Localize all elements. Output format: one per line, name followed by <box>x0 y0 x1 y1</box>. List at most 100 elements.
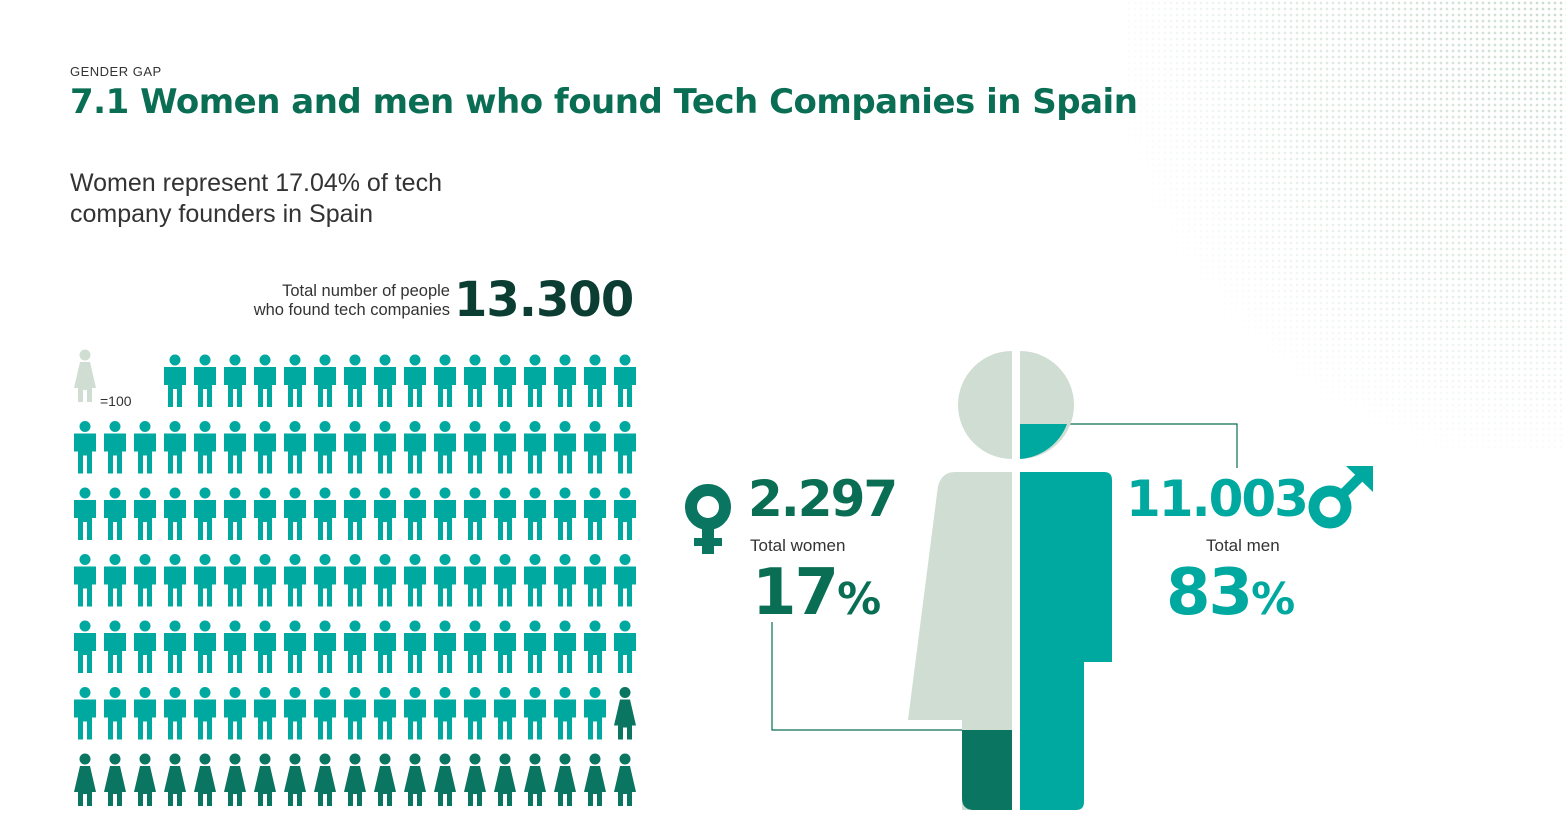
pictogram-man-icon <box>494 620 516 673</box>
pictogram-man-icon <box>194 687 216 740</box>
total-label: Total number of people who found tech co… <box>180 282 450 320</box>
women-proportion-fill <box>962 730 1012 810</box>
pictogram-man-icon <box>584 354 606 407</box>
pictogram-woman-icon <box>614 753 636 806</box>
pictogram-man-icon <box>314 620 336 673</box>
women-body-shape <box>908 472 1012 810</box>
pictogram-man-icon <box>614 554 636 607</box>
pictogram-man-icon <box>344 620 366 673</box>
pictogram-woman-icon <box>524 753 546 806</box>
pictogram-man-icon <box>314 687 336 740</box>
men-body-shape <box>1020 472 1112 810</box>
pictogram-man-icon <box>194 487 216 540</box>
total-label-line2: who found tech companies <box>253 301 450 319</box>
pictogram-man-icon <box>374 620 396 673</box>
pictogram-man-icon <box>434 487 456 540</box>
pictogram-man-icon <box>254 354 276 407</box>
total-value: 13.300 <box>454 272 634 328</box>
pictogram-man-icon <box>284 354 306 407</box>
pictogram-man-icon <box>194 554 216 607</box>
pictogram-man-icon <box>314 354 336 407</box>
legend-person-icon <box>74 349 96 402</box>
pictogram-man-icon <box>524 554 546 607</box>
pictogram-man-icon <box>584 554 606 607</box>
pictogram-woman-icon <box>464 753 486 806</box>
pictogram-man-icon <box>164 687 186 740</box>
pictogram-man-icon <box>344 687 366 740</box>
pictogram-man-icon <box>434 354 456 407</box>
pictogram-man-icon <box>134 687 156 740</box>
pictogram-man-icon <box>584 620 606 673</box>
pictogram-man-icon <box>164 354 186 407</box>
pictogram-man-icon <box>494 487 516 540</box>
pictogram-man-icon <box>494 554 516 607</box>
pictogram-man-icon <box>404 620 426 673</box>
pictogram-woman-icon <box>404 753 426 806</box>
male-symbol-icon <box>1308 466 1373 529</box>
pictogram-man-icon <box>584 487 606 540</box>
dotted-background-pattern <box>1126 0 1566 450</box>
women-connector-line <box>771 622 970 731</box>
pictogram-man-icon <box>584 687 606 740</box>
pictogram-man-icon <box>584 421 606 474</box>
pictogram-woman-icon <box>284 753 306 806</box>
pictogram-man-icon <box>554 620 576 673</box>
pictogram-man-icon <box>314 554 336 607</box>
pictogram-man-icon <box>134 421 156 474</box>
pictogram-man-icon <box>254 421 276 474</box>
pictogram-man-icon <box>164 620 186 673</box>
pictogram-man-icon <box>164 487 186 540</box>
pictogram-man-icon <box>344 554 366 607</box>
pictogram-man-icon <box>374 421 396 474</box>
men-percent: 83% <box>1166 556 1295 630</box>
men-count: 11.003 <box>1126 470 1309 528</box>
men-label: Total men <box>1206 536 1280 555</box>
pictogram-man-icon <box>254 687 276 740</box>
pictogram-man-icon <box>194 620 216 673</box>
pictogram-man-icon <box>524 354 546 407</box>
pictogram-man-icon <box>224 354 246 407</box>
gender-split-diagram <box>685 351 1373 810</box>
pictogram-woman-icon <box>614 687 636 740</box>
pictogram-woman-icon <box>374 753 396 806</box>
pictogram-chart <box>74 349 636 806</box>
pictogram-woman-icon <box>74 753 96 806</box>
pictogram-man-icon <box>434 421 456 474</box>
page-title: 7.1 Women and men who found Tech Compani… <box>70 82 1138 122</box>
pictogram-man-icon <box>74 620 96 673</box>
pictogram-man-icon <box>374 687 396 740</box>
pictogram-man-icon <box>284 687 306 740</box>
pictogram-man-icon <box>284 620 306 673</box>
pictogram-man-icon <box>224 620 246 673</box>
pictogram-man-icon <box>104 620 126 673</box>
pictogram-woman-icon <box>554 753 576 806</box>
pictogram-man-icon <box>434 554 456 607</box>
pictogram-man-icon <box>374 554 396 607</box>
pictogram-woman-icon <box>254 753 276 806</box>
pictogram-man-icon <box>314 487 336 540</box>
pictogram-man-icon <box>554 421 576 474</box>
pictogram-woman-icon <box>434 753 456 806</box>
pictogram-man-icon <box>344 354 366 407</box>
pictogram-man-icon <box>284 421 306 474</box>
pictogram-man-icon <box>494 421 516 474</box>
female-symbol-icon <box>685 484 731 554</box>
pictogram-man-icon <box>224 554 246 607</box>
men-connector-line <box>1030 423 1238 468</box>
pictogram-man-icon <box>524 421 546 474</box>
women-percent: 17% <box>752 556 881 630</box>
pictogram-man-icon <box>524 487 546 540</box>
pictogram-man-icon <box>554 487 576 540</box>
men-head-proportion-fill <box>1020 424 1067 459</box>
pictogram-man-icon <box>434 687 456 740</box>
pictogram-man-icon <box>464 487 486 540</box>
pictogram-man-icon <box>224 687 246 740</box>
pictogram-man-icon <box>494 687 516 740</box>
pictogram-man-icon <box>254 620 276 673</box>
pictogram-man-icon <box>194 421 216 474</box>
pictogram-woman-icon <box>314 753 336 806</box>
pictogram-man-icon <box>464 687 486 740</box>
pictogram-man-icon <box>74 554 96 607</box>
pictogram-man-icon <box>614 620 636 673</box>
pictogram-man-icon <box>134 487 156 540</box>
